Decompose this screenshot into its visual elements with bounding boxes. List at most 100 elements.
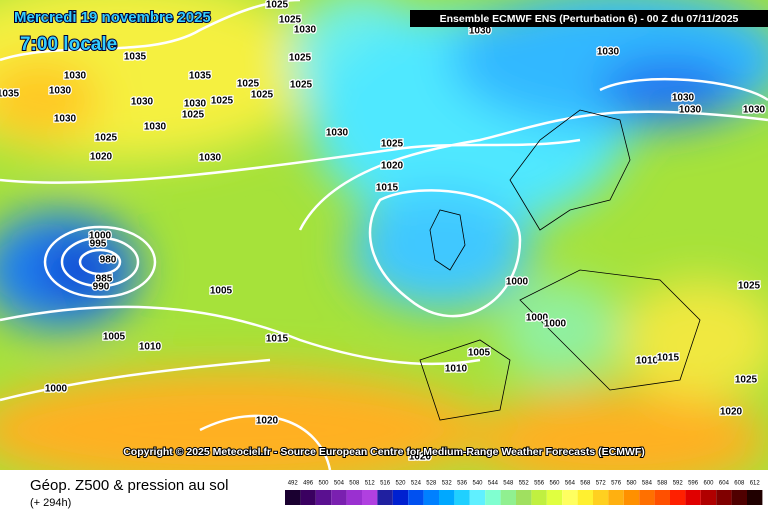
copyright: Copyright © 2025 Meteociel.fr - Source E…	[123, 446, 645, 458]
isobar-label: 1030	[54, 114, 77, 125]
scale-label: 608	[734, 481, 745, 487]
map-background	[0, 0, 768, 490]
isobar-label: 1035	[189, 71, 212, 82]
isobar-label: 1000	[89, 231, 112, 242]
isobar-label: 1030	[326, 128, 349, 139]
isobar-label: 1000	[45, 384, 68, 395]
isobar-label: 990	[93, 282, 110, 293]
scale-label: 504	[334, 481, 345, 487]
isobar-label: 1020	[381, 161, 404, 172]
isobar-label: 1020	[90, 152, 113, 163]
isobar-label: 1015	[657, 353, 680, 364]
isobar-label: 1030	[469, 26, 492, 37]
color-scale: 492 496 500 504 508 512 516 520 524 528 532 536 540 5…	[285, 481, 763, 505]
scale-label: 500	[318, 481, 329, 487]
isobar-label: 1030	[184, 99, 207, 110]
isobar-label: 1030	[672, 93, 695, 104]
scale-label: 540	[472, 481, 483, 487]
isobar-label: 1010	[139, 342, 162, 353]
isobar-label: 1025	[95, 133, 118, 144]
scale-label: 548	[503, 481, 514, 487]
isobar-label: 1010	[445, 364, 468, 375]
scale-label: 516	[380, 481, 391, 487]
isobar-label: 1010	[636, 356, 659, 367]
scale-swatch	[639, 490, 655, 505]
scale-label: 512	[365, 481, 376, 487]
scale-label: 584	[642, 481, 653, 487]
scale-swatch	[731, 490, 747, 505]
scale-swatch	[516, 490, 532, 505]
scale-swatch	[670, 490, 686, 505]
isobar-label: 1005	[103, 332, 126, 343]
scale-swatch	[285, 490, 301, 505]
scale-swatch	[346, 490, 362, 505]
scale-swatch	[531, 490, 547, 505]
scale-label: 556	[534, 481, 545, 487]
isobar-label: 1035	[124, 52, 147, 63]
scale-swatch	[747, 490, 763, 505]
scale-swatch	[485, 490, 501, 505]
isobar-label: 1000	[544, 319, 567, 330]
isobar-label: 1020	[256, 416, 279, 427]
footer-title: Géop. Z500 & pression au sol	[30, 477, 228, 494]
scale-swatch	[716, 490, 732, 505]
scale-label: 528	[426, 481, 437, 487]
scale-label: 580	[626, 481, 637, 487]
scale-label: 612	[750, 481, 761, 487]
scale-label: 508	[349, 481, 360, 487]
scale-label: 576	[611, 481, 622, 487]
isobar-label: 1025	[381, 139, 404, 150]
isobar-label: 1030	[679, 105, 702, 116]
scale-swatch	[423, 490, 439, 505]
scale-swatch	[362, 490, 378, 505]
isobar-label: 1030	[597, 47, 620, 58]
scale-label: 536	[457, 481, 468, 487]
isobar-label: 1030	[199, 153, 222, 164]
scale-swatch	[562, 490, 578, 505]
scale-swatch	[546, 490, 563, 505]
scale-swatch	[300, 490, 316, 505]
isobar-label: 1025	[738, 281, 761, 292]
scale-label: 596	[688, 481, 699, 487]
scale-swatch	[439, 490, 455, 505]
scale-label: 560	[549, 481, 560, 487]
isobar-label: 1025	[266, 0, 289, 11]
date: Mercredi 19 novembre 2025	[14, 9, 211, 26]
scale-label: 520	[395, 481, 406, 487]
scale-label: 496	[303, 481, 314, 487]
isobar-label: 1005	[210, 286, 233, 297]
scale-swatch	[315, 490, 332, 505]
isobar-label: 980	[100, 255, 117, 266]
scale-label: 532	[442, 481, 453, 487]
isobar-label: 1030	[49, 86, 72, 97]
isobar-label: 1000	[506, 277, 529, 288]
isobar-label: 1025	[290, 80, 313, 91]
scale-label: 552	[519, 481, 530, 487]
scale-swatch	[700, 490, 717, 505]
scale-label: 600	[703, 481, 714, 487]
scale-swatch	[377, 490, 393, 505]
scale-swatch	[608, 490, 624, 505]
scale-swatch	[331, 490, 347, 505]
isobar-label: 1025	[735, 375, 758, 386]
isobar-label: 1030	[294, 25, 317, 36]
scale-swatch	[454, 490, 470, 505]
scale-swatch	[392, 490, 409, 505]
scale-swatch	[654, 490, 670, 505]
isobar-label: 1025	[251, 90, 274, 101]
scale-label: 592	[673, 481, 684, 487]
scale-label: 492	[288, 481, 299, 487]
isobar-label: 1025	[211, 96, 234, 107]
isobar-label: 1025	[289, 53, 312, 64]
scale-swatch	[469, 490, 486, 505]
scale-label: 604	[719, 481, 730, 487]
isobar-label: 1025	[279, 15, 302, 26]
isobar-label: 1020	[720, 407, 743, 418]
isobar-label: 1035	[0, 89, 20, 100]
scale-label: 572	[596, 481, 607, 487]
scale-label: 564	[565, 481, 576, 487]
scale-swatch	[500, 490, 516, 505]
scale-label: 588	[657, 481, 668, 487]
